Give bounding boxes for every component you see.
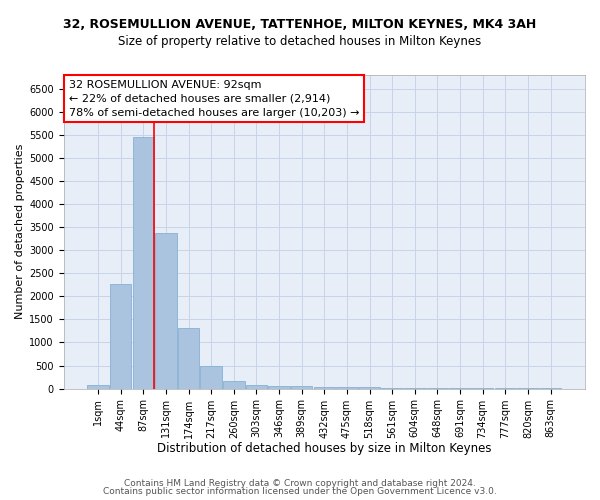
Text: Size of property relative to detached houses in Milton Keynes: Size of property relative to detached ho… xyxy=(118,35,482,48)
Text: Contains HM Land Registry data © Crown copyright and database right 2024.: Contains HM Land Registry data © Crown c… xyxy=(124,478,476,488)
Bar xyxy=(223,381,245,388)
Bar xyxy=(155,232,177,388)
Bar xyxy=(268,386,290,388)
Text: Contains public sector information licensed under the Open Government Licence v3: Contains public sector information licen… xyxy=(103,487,497,496)
Text: 32, ROSEMULLION AVENUE, TATTENHOE, MILTON KEYNES, MK4 3AH: 32, ROSEMULLION AVENUE, TATTENHOE, MILTO… xyxy=(64,18,536,30)
X-axis label: Distribution of detached houses by size in Milton Keynes: Distribution of detached houses by size … xyxy=(157,442,491,455)
Bar xyxy=(178,328,199,388)
Bar xyxy=(200,366,222,388)
Bar xyxy=(88,386,109,388)
Bar xyxy=(359,387,380,388)
Text: 32 ROSEMULLION AVENUE: 92sqm
← 22% of detached houses are smaller (2,914)
78% of: 32 ROSEMULLION AVENUE: 92sqm ← 22% of de… xyxy=(69,80,359,118)
Bar xyxy=(133,137,154,388)
Bar xyxy=(336,387,358,388)
Bar xyxy=(291,386,313,388)
Y-axis label: Number of detached properties: Number of detached properties xyxy=(15,144,25,320)
Bar xyxy=(314,386,335,388)
Bar xyxy=(246,384,267,388)
Bar xyxy=(110,284,131,389)
